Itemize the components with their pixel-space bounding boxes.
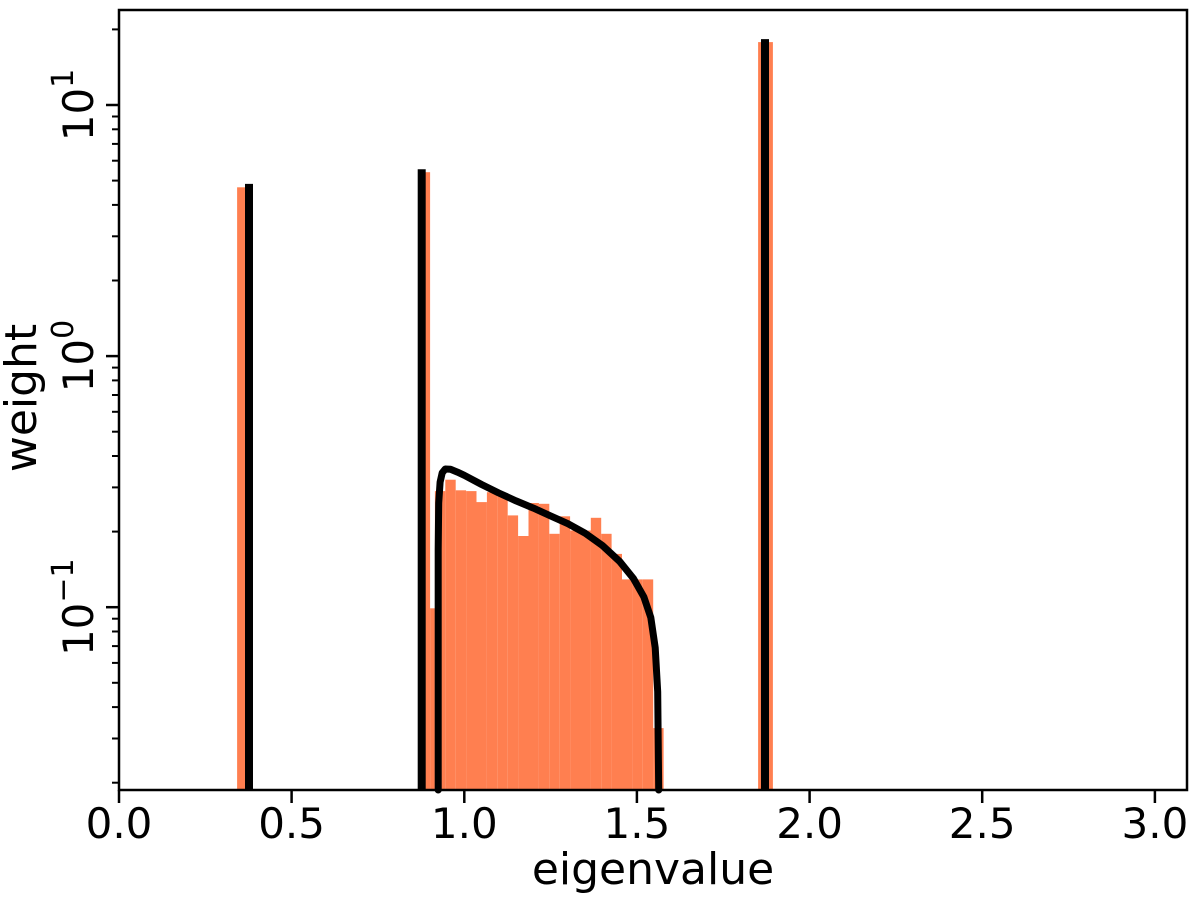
histogram-bar [538, 503, 550, 790]
histogram-bar [559, 516, 571, 790]
histogram-bar [622, 579, 633, 790]
plot-area: 0.0 0.5 1.0 1.5 2.0 2.5 3.0 10−1 100 101 [46, 8, 1189, 848]
x-axis-label: eigenvalue [532, 844, 774, 895]
y-tick-label: 101 [46, 69, 103, 142]
histogram-bar [632, 579, 643, 790]
histogram-bar [642, 579, 654, 790]
plot-frame [117, 8, 1189, 792]
histogram-bar [518, 536, 529, 790]
histogram-bar [528, 503, 539, 790]
histogram-bar [601, 533, 612, 790]
histogram-bar [466, 491, 477, 790]
histogram-bar [590, 517, 602, 790]
x-tick-label: 2.5 [949, 799, 1016, 848]
histogram-bar [430, 608, 435, 790]
histogram-bar [549, 533, 560, 790]
histogram-bar [455, 490, 467, 790]
theory-density-curve [434, 465, 663, 794]
histogram-bar [497, 493, 508, 790]
x-tick-label: 0.0 [86, 799, 153, 848]
histogram-bar [237, 187, 248, 791]
histogram-bar [507, 515, 519, 790]
histogram-bar [445, 479, 456, 790]
x-tick-label: 1.5 [604, 799, 671, 848]
x-tick-label: 1.0 [431, 799, 498, 848]
y-tick-label: 100 [46, 320, 103, 393]
histogram-bar [611, 553, 622, 790]
y-axis-label: weight [0, 324, 47, 472]
histogram-bar [580, 530, 591, 790]
histogram-bar [486, 492, 498, 790]
histogram-bar [476, 502, 487, 790]
y-tick-label: 10−1 [46, 558, 103, 656]
histogram-bar [570, 530, 581, 790]
x-tick-label: 0.5 [258, 799, 325, 848]
x-tick-label: 3.0 [1122, 799, 1189, 848]
x-tick-label: 2.0 [776, 799, 843, 848]
histogram-bar [424, 172, 431, 790]
